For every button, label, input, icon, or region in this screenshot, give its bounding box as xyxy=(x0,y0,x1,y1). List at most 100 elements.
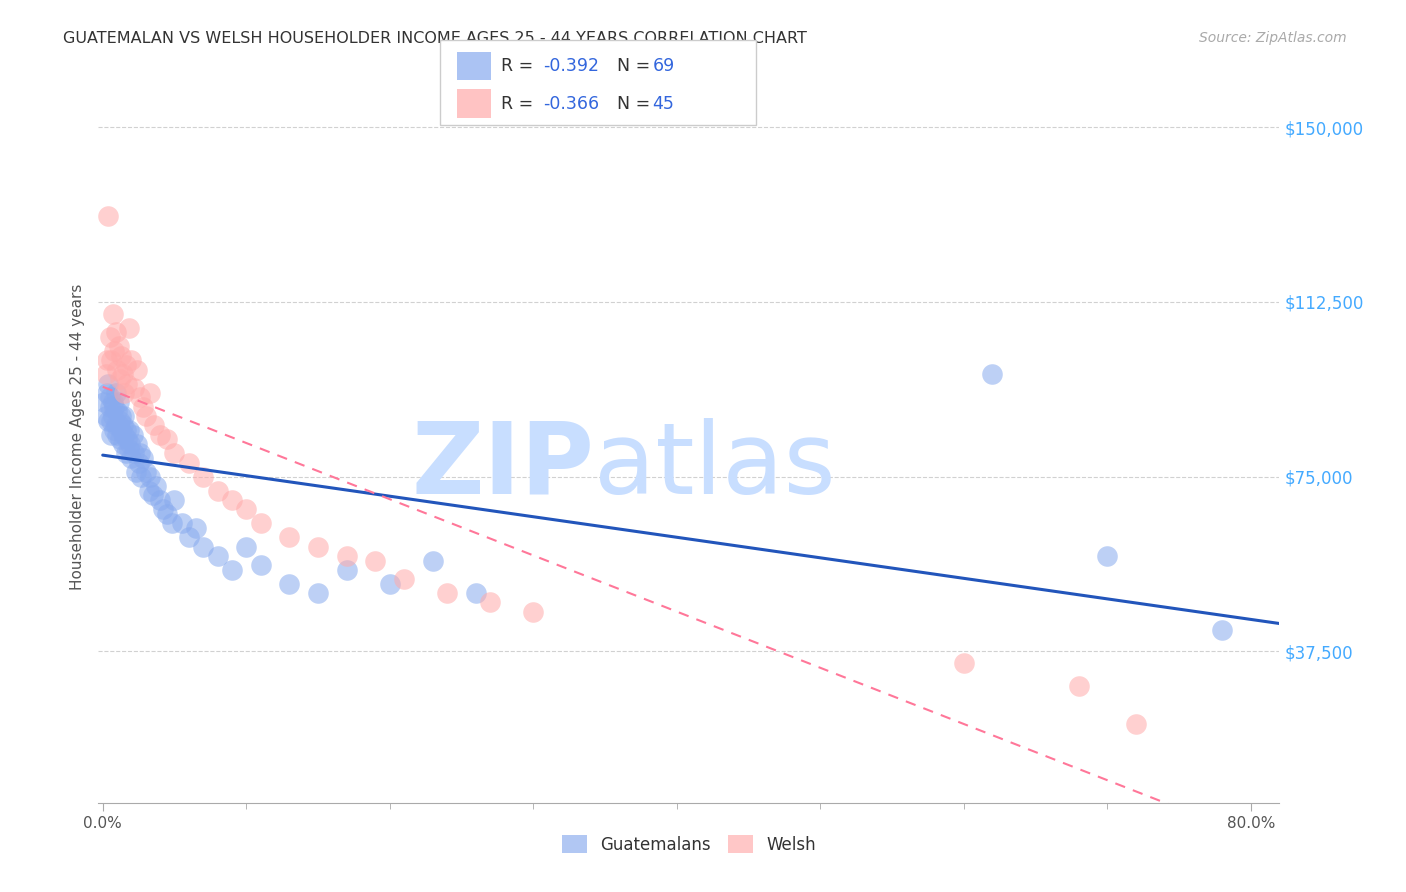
Point xyxy=(108,414,131,428)
Point xyxy=(149,427,172,442)
Text: GUATEMALAN VS WELSH HOUSEHOLDER INCOME AGES 25 - 44 YEARS CORRELATION CHART: GUATEMALAN VS WELSH HOUSEHOLDER INCOME A… xyxy=(63,31,807,46)
Point xyxy=(93,395,115,409)
Point xyxy=(522,605,544,619)
Point xyxy=(105,362,128,376)
Point xyxy=(422,553,444,567)
Point xyxy=(138,483,160,498)
Point xyxy=(114,423,136,437)
Point xyxy=(156,507,179,521)
Point xyxy=(97,376,120,391)
Point xyxy=(145,479,167,493)
Point xyxy=(100,427,122,442)
Point xyxy=(249,558,271,573)
Point xyxy=(149,493,172,508)
Point xyxy=(117,320,139,334)
Point xyxy=(103,400,125,414)
Text: Source: ZipAtlas.com: Source: ZipAtlas.com xyxy=(1199,31,1347,45)
Point xyxy=(120,451,142,466)
Point xyxy=(97,209,120,223)
Point xyxy=(110,423,132,437)
Point xyxy=(101,409,124,423)
Point xyxy=(110,409,132,423)
Point xyxy=(135,409,157,423)
Point xyxy=(115,376,138,391)
Point xyxy=(193,540,215,554)
Point xyxy=(103,423,125,437)
Point xyxy=(207,549,229,563)
Point xyxy=(112,409,135,423)
Point xyxy=(336,549,359,563)
Point xyxy=(103,343,125,358)
Point xyxy=(193,469,215,483)
Point xyxy=(170,516,193,531)
Point xyxy=(107,395,129,409)
Point xyxy=(98,400,121,414)
Point xyxy=(139,385,162,400)
Point xyxy=(110,349,132,363)
Text: 45: 45 xyxy=(652,95,675,112)
Point xyxy=(114,358,136,372)
Point xyxy=(278,577,301,591)
Point xyxy=(1067,679,1090,693)
Point xyxy=(111,437,134,451)
Point xyxy=(1097,549,1119,563)
Point xyxy=(94,367,117,381)
Y-axis label: Householder Income Ages 25 - 44 years: Householder Income Ages 25 - 44 years xyxy=(69,284,84,591)
Text: 69: 69 xyxy=(652,57,675,75)
Point xyxy=(307,586,329,600)
Point xyxy=(104,418,127,433)
Point xyxy=(105,404,128,418)
Point xyxy=(139,469,162,483)
Point xyxy=(107,418,129,433)
Point xyxy=(184,521,207,535)
Point xyxy=(127,362,149,376)
Point xyxy=(464,586,486,600)
Point xyxy=(129,446,152,460)
Point xyxy=(221,493,243,508)
Point xyxy=(235,502,257,516)
Point xyxy=(117,442,139,456)
Point xyxy=(307,540,329,554)
Point xyxy=(101,395,124,409)
Point xyxy=(120,353,142,368)
Point xyxy=(152,502,174,516)
Point xyxy=(142,488,165,502)
Point xyxy=(117,423,139,437)
Point xyxy=(114,446,136,460)
Point xyxy=(364,553,387,567)
Point xyxy=(131,469,153,483)
Point xyxy=(112,427,135,442)
Point xyxy=(436,586,458,600)
Point xyxy=(98,391,121,405)
Point xyxy=(132,400,155,414)
Text: N =: N = xyxy=(606,95,655,112)
Point xyxy=(163,446,186,460)
Point xyxy=(143,418,166,433)
Point xyxy=(105,427,128,442)
Point xyxy=(479,595,502,609)
Point xyxy=(111,367,134,381)
Point xyxy=(207,483,229,498)
Text: -0.392: -0.392 xyxy=(543,57,599,75)
Point xyxy=(952,656,974,670)
Point xyxy=(124,446,146,460)
Point xyxy=(115,433,138,447)
Point xyxy=(121,427,143,442)
Point xyxy=(163,493,186,508)
Legend: Guatemalans, Welsh: Guatemalans, Welsh xyxy=(555,829,823,860)
Point xyxy=(1211,624,1233,638)
Point xyxy=(94,409,117,423)
Point xyxy=(128,456,150,470)
Point xyxy=(96,353,118,368)
Point xyxy=(112,385,135,400)
Point xyxy=(160,516,183,531)
Point xyxy=(177,530,200,544)
Point xyxy=(97,414,120,428)
Point xyxy=(378,577,401,591)
Point xyxy=(1125,716,1147,731)
Point xyxy=(125,465,148,479)
Point xyxy=(221,563,243,577)
Point xyxy=(104,325,127,339)
Point xyxy=(278,530,301,544)
Point xyxy=(108,372,131,386)
